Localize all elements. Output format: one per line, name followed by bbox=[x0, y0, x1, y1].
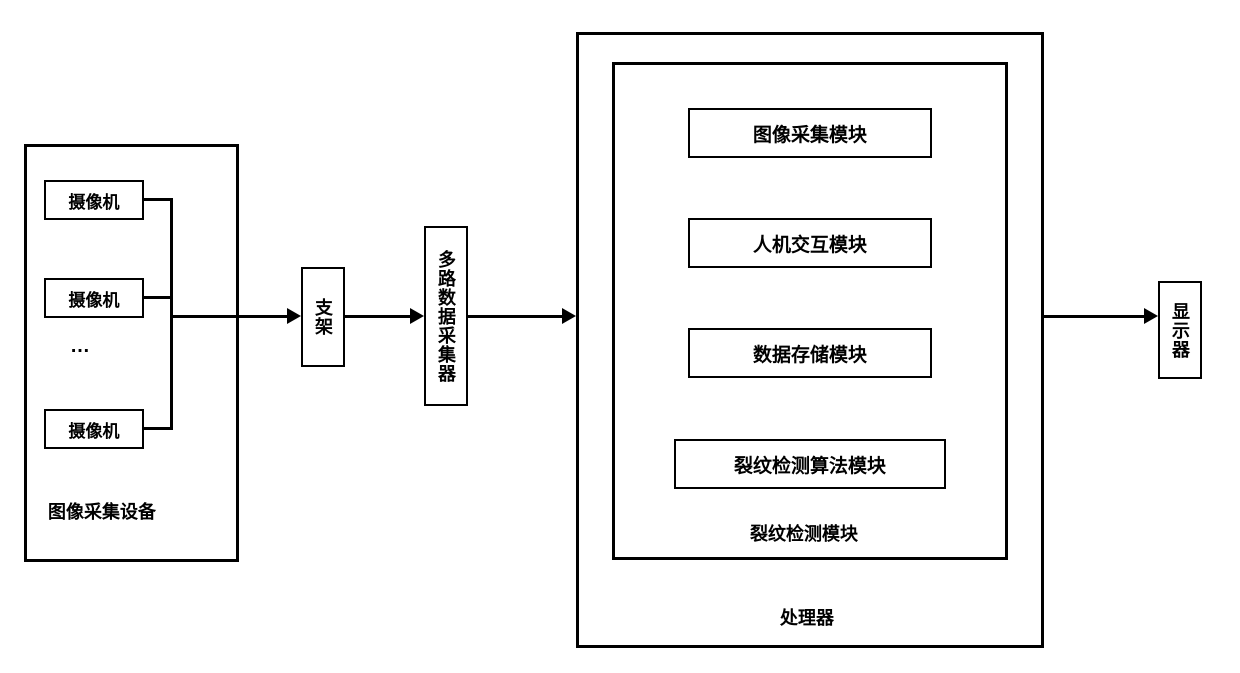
connector bbox=[345, 315, 412, 318]
module-label: 人机交互模块 bbox=[753, 230, 867, 257]
multiplexer-label: 多路数据采集器 bbox=[433, 250, 459, 383]
display-label: 显示器 bbox=[1167, 302, 1193, 359]
module-box: 人机交互模块 bbox=[688, 218, 932, 268]
connector bbox=[468, 315, 564, 318]
camera-label: 摄像机 bbox=[69, 188, 120, 213]
ellipsis: … bbox=[70, 335, 90, 358]
arrow-icon bbox=[1144, 308, 1158, 324]
camera-box: 摄像机 bbox=[44, 180, 144, 220]
image-collector-caption: 图像采集设备 bbox=[48, 498, 156, 524]
multiplexer-box: 多路数据采集器 bbox=[424, 226, 468, 406]
arrow-icon bbox=[287, 308, 301, 324]
arrow-icon bbox=[562, 308, 576, 324]
camera-label: 摄像机 bbox=[69, 286, 120, 311]
bracket-label: 支架 bbox=[310, 298, 336, 336]
connector bbox=[239, 315, 289, 318]
bus-h bbox=[144, 198, 173, 201]
module-label: 图像采集模块 bbox=[753, 120, 867, 147]
display-box: 显示器 bbox=[1158, 281, 1202, 379]
bus-h bbox=[144, 427, 173, 430]
camera-box: 摄像机 bbox=[44, 409, 144, 449]
bus-out bbox=[170, 315, 236, 318]
module-box: 图像采集模块 bbox=[688, 108, 932, 158]
crack-detection-caption: 裂纹检测模块 bbox=[750, 520, 858, 546]
camera-box: 摄像机 bbox=[44, 278, 144, 318]
bracket-box: 支架 bbox=[301, 267, 345, 367]
camera-label: 摄像机 bbox=[69, 417, 120, 442]
arrow-icon bbox=[410, 308, 424, 324]
bus-h bbox=[144, 296, 173, 299]
processor-caption: 处理器 bbox=[780, 604, 834, 630]
module-box: 数据存储模块 bbox=[688, 328, 932, 378]
module-label: 数据存储模块 bbox=[753, 340, 867, 367]
module-label: 裂纹检测算法模块 bbox=[734, 451, 886, 478]
connector bbox=[1044, 315, 1146, 318]
module-box: 裂纹检测算法模块 bbox=[674, 439, 946, 489]
